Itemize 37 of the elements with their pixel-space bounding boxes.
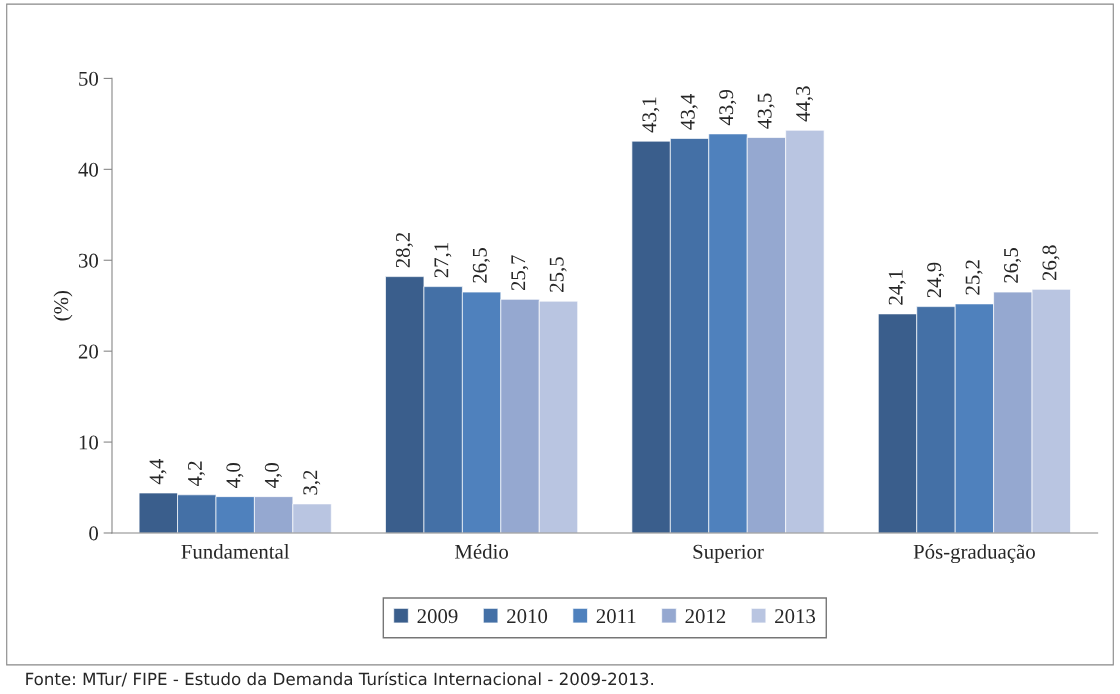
- data-label: 4,0: [226, 463, 244, 488]
- x-tick-label: Superior: [693, 544, 764, 563]
- data-label: 3,2: [303, 470, 321, 495]
- x-tick-label: Fundamental: [181, 544, 290, 559]
- data-label: 24,9: [927, 262, 945, 298]
- data-label: 4,4: [149, 458, 167, 485]
- data-label: 28,2: [395, 232, 413, 268]
- legend-label: 2013: [775, 609, 816, 624]
- legend-label: 2010: [507, 609, 548, 624]
- y-tick-label: 10: [79, 435, 99, 450]
- data-label: 44,3: [796, 86, 814, 122]
- data-label: 43,1: [642, 97, 660, 133]
- y-tick-label: 40: [78, 162, 99, 177]
- legend-label: 2011: [596, 609, 636, 624]
- x-tick-label: Pós-graduação: [913, 544, 1035, 564]
- data-label: 25,2: [965, 260, 983, 295]
- x-tick-label: Médio: [455, 544, 508, 559]
- source-note: Fonte: MTur/ FIPE - Estudo da Demanda Turística Internacional - 2009-2013.: [26, 671, 653, 687]
- data-label: 27,1: [434, 243, 452, 278]
- data-label: 26,5: [472, 248, 490, 283]
- y-axis-title: (%): [53, 291, 73, 321]
- data-label: 26,8: [1042, 245, 1060, 281]
- data-label: 43,5: [757, 93, 775, 129]
- y-tick-label: 50: [79, 71, 99, 86]
- data-label: 25,7: [511, 255, 529, 291]
- data-label: 24,1: [888, 270, 906, 305]
- data-label: 25,5: [549, 257, 567, 292]
- y-tick-label: 20: [78, 344, 99, 359]
- data-label: 26,5: [1004, 248, 1022, 283]
- data-label: 4,0: [264, 463, 282, 488]
- y-tick-label: 30: [78, 253, 99, 268]
- data-label: 43,4: [680, 93, 698, 130]
- legend-label: 2009: [417, 609, 458, 624]
- y-tick-label: 0: [89, 526, 99, 541]
- data-label: 4,2: [187, 461, 205, 487]
- data-label: 43,9: [719, 89, 737, 126]
- legend-label: 2012: [685, 609, 726, 624]
